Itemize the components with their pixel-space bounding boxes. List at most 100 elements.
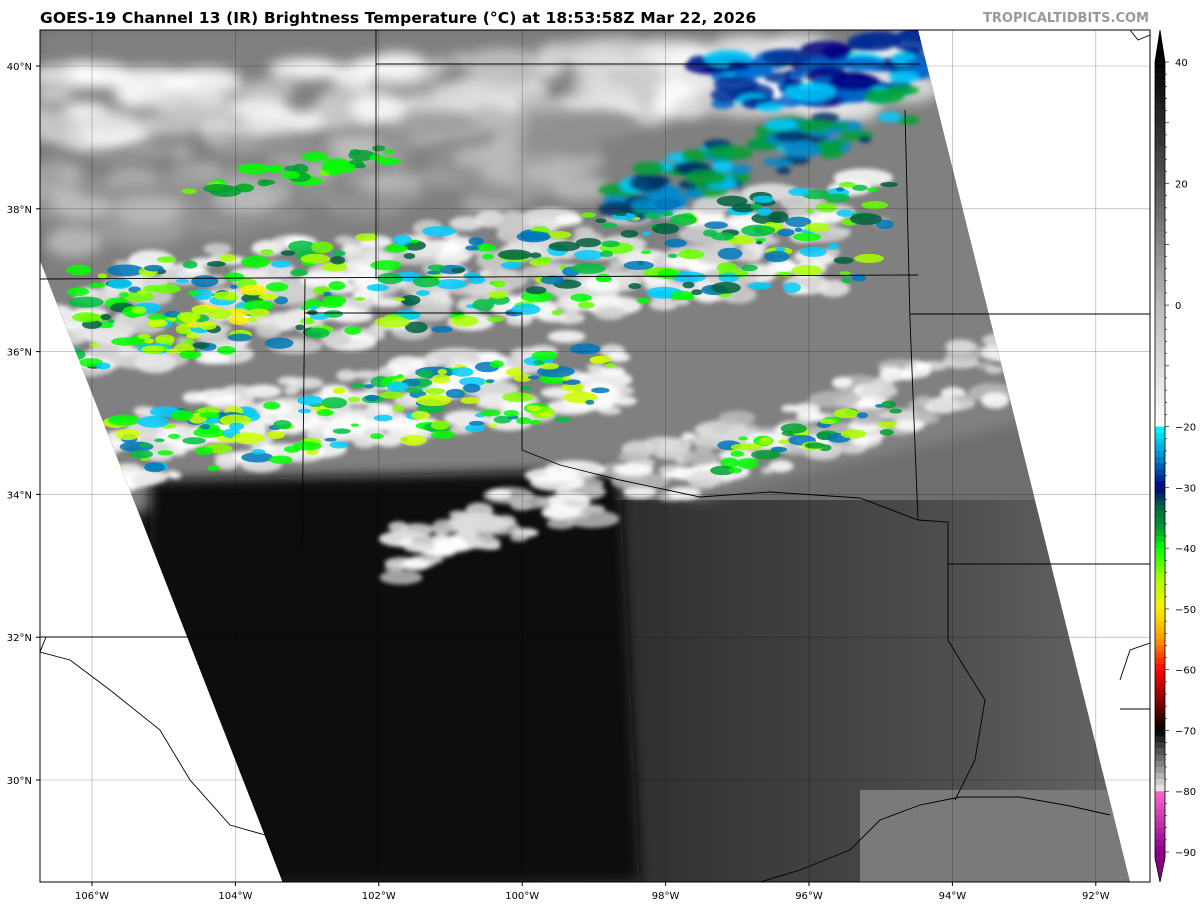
satellite-swath [40,30,1130,882]
colorbar-segment [1155,98,1165,105]
cloud-band [137,284,279,355]
colorbar-outline [1154,29,1166,883]
colorbar-segment [1155,311,1165,318]
colorbar-segment [1155,529,1165,537]
latitude-label: 32°N [7,633,32,644]
colorbar-segment [1155,633,1165,640]
colorbar-label: 0 [1175,301,1181,312]
colorbar-segment [1155,791,1165,798]
colorbar-segment [1155,815,1165,822]
colorbar-segment [1155,833,1165,841]
latitude-label: 30°N [7,776,32,787]
colorbar-segment [1155,92,1165,99]
colorbar-segment [1155,134,1165,142]
longitude-label: 100°W [505,891,539,902]
colorbar-label: −80 [1175,787,1196,798]
colorbar-segment [1155,748,1165,756]
colorbar-segment [1155,596,1165,604]
colorbar-segment [1155,724,1165,731]
colorbar-segment [1155,347,1165,354]
colorbar-segment [1155,250,1165,257]
colorbar-segment [1155,560,1165,567]
longitude-label: 106°W [75,891,109,902]
colorbar-segment [1155,86,1165,93]
colorbar-segment [1155,141,1165,148]
colorbar-segment [1155,542,1165,549]
colorbar-segment [1155,712,1165,719]
colorbar-segment [1155,408,1165,415]
colorbar-label: −40 [1175,544,1196,555]
colorbar-label: 20 [1175,180,1188,191]
latitude-label: 36°N [7,348,32,359]
colorbar-segment [1155,444,1165,452]
colorbar-label: −60 [1175,666,1196,677]
latitude-label: 38°N [7,205,32,216]
cloud-band [710,400,903,476]
colorbar-segment [1155,742,1165,749]
watermark: TROPICALTIDBITS.COM [983,11,1149,26]
colorbar-segment [1155,657,1165,664]
longitude-labels: 106°W 104°W 102°W 100°W 98°W 96°W 94°W 92°W [75,882,1110,902]
colorbar-segment [1155,523,1165,531]
colorbar-segment [1155,323,1165,330]
colorbar-segment [1155,730,1165,737]
colorbar-segment [1155,317,1165,324]
colorbar-segment [1155,475,1165,482]
colorbar-segment [1155,189,1165,196]
colorbar-segment [1155,384,1165,391]
colorbar-label: −30 [1175,483,1196,494]
colorbar-segment [1155,299,1165,306]
colorbar-segment [1155,359,1165,367]
colorbar-segment [1155,718,1165,725]
colorbar-segment [1155,213,1165,221]
colorbar-segment [1155,396,1165,403]
colorbar-label: −70 [1175,726,1196,737]
colorbar-segment [1155,341,1165,348]
colorbar-segment [1155,420,1165,427]
colorbar-segment [1155,74,1165,81]
colorbar-segment [1155,627,1165,634]
latitude-labels: 40°N 38°N 36°N 34°N 32°N 30°N [7,62,40,787]
colorbar-segment [1155,438,1165,446]
colorbar-segment [1155,505,1165,512]
colorbar-segment [1155,511,1165,518]
colorbar-min-arrow [1155,858,1165,882]
colorbar-segment [1155,414,1165,421]
colorbar-segment [1155,493,1165,500]
colorbar-label: −50 [1175,605,1196,616]
colorbar-segment [1155,736,1165,743]
colorbar-segment [1155,590,1165,597]
longitude-label: 96°W [795,891,823,902]
colorbar-segment [1155,608,1165,616]
longitude-label: 98°W [652,891,680,902]
colorbar-segment [1155,244,1165,251]
colorbar-segment [1155,463,1165,470]
colorbar-segment [1155,80,1165,87]
colorbar-segment [1155,481,1165,488]
colorbar-label: −20 [1175,423,1196,434]
colorbar-label: −90 [1175,848,1196,859]
longitude-label: 94°W [939,891,967,902]
colorbar-segment [1155,687,1165,695]
colorbar-segment [1155,852,1165,859]
colorbar-segment [1155,809,1165,816]
colorbar-segment [1155,578,1165,585]
colorbar-max-arrow [1155,30,1165,62]
colorbar-segment [1155,779,1165,786]
colorbar-segment [1155,432,1165,439]
colorbar-segment [1155,797,1165,804]
colorbar-segment [1155,292,1165,300]
colorbar-segment [1155,517,1165,525]
state-borders [40,30,1150,882]
colorbar-segment [1155,785,1165,792]
colorbar-segment [1155,165,1165,172]
colorbar-segment [1155,827,1165,835]
colorbar-segment [1155,651,1165,658]
colorbar-segment [1155,803,1165,810]
cloud-band [598,85,920,222]
colorbar-segment [1155,821,1165,828]
colorbar-segment [1155,645,1165,652]
colorbar-segment [1155,675,1165,683]
longitude-label: 92°W [1082,891,1110,902]
